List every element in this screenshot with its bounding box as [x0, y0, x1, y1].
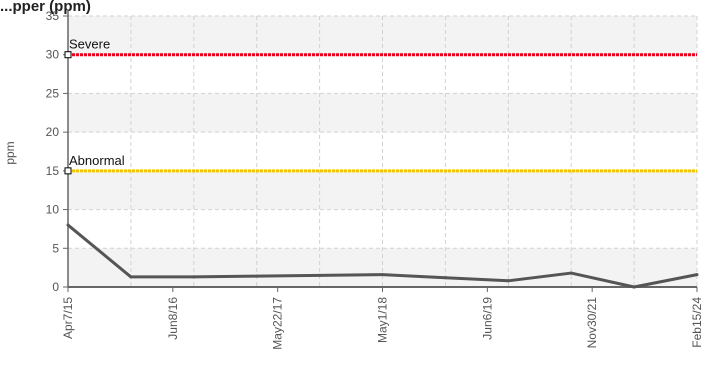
severe-threshold-label: Severe: [69, 37, 110, 52]
data-point: [129, 275, 133, 279]
y-tick-label: 10: [46, 203, 60, 217]
y-tick-label: 15: [46, 164, 60, 178]
abnormal-threshold-marker: [64, 167, 72, 175]
x-tick-label: May22/17: [271, 297, 285, 350]
data-point: [192, 275, 196, 279]
y-tick-label: 35: [46, 9, 60, 23]
background-band: [68, 93, 697, 133]
x-tick-label: Jun6/19: [480, 297, 494, 340]
data-point: [255, 274, 259, 278]
data-point: [318, 273, 322, 277]
x-tick-label: Nov30/21: [585, 297, 599, 349]
x-tick-label: Jun8/16: [166, 297, 180, 340]
x-tick-label: Apr7/15: [61, 297, 75, 339]
severe-threshold-marker: [64, 51, 72, 59]
y-tick-label: 5: [52, 241, 59, 255]
data-point: [569, 271, 573, 275]
background-band: [68, 170, 697, 210]
y-tick-label: 30: [46, 48, 60, 62]
abnormal-threshold-label: Abnormal: [69, 153, 125, 168]
data-point: [381, 273, 384, 277]
x-tick-label: Feb15/24: [690, 297, 704, 348]
data-point: [443, 276, 447, 280]
y-tick-label: 20: [46, 125, 60, 139]
data-point: [632, 285, 636, 289]
data-point: [506, 279, 510, 283]
y-tick-label: 25: [46, 86, 60, 100]
x-tick-label: May1/18: [376, 297, 390, 343]
data-point: [695, 273, 699, 277]
y-tick-label: 0: [52, 280, 59, 294]
background-band: [68, 16, 697, 55]
data-point: [66, 223, 70, 227]
y-axis-label: ppm: [3, 141, 17, 164]
